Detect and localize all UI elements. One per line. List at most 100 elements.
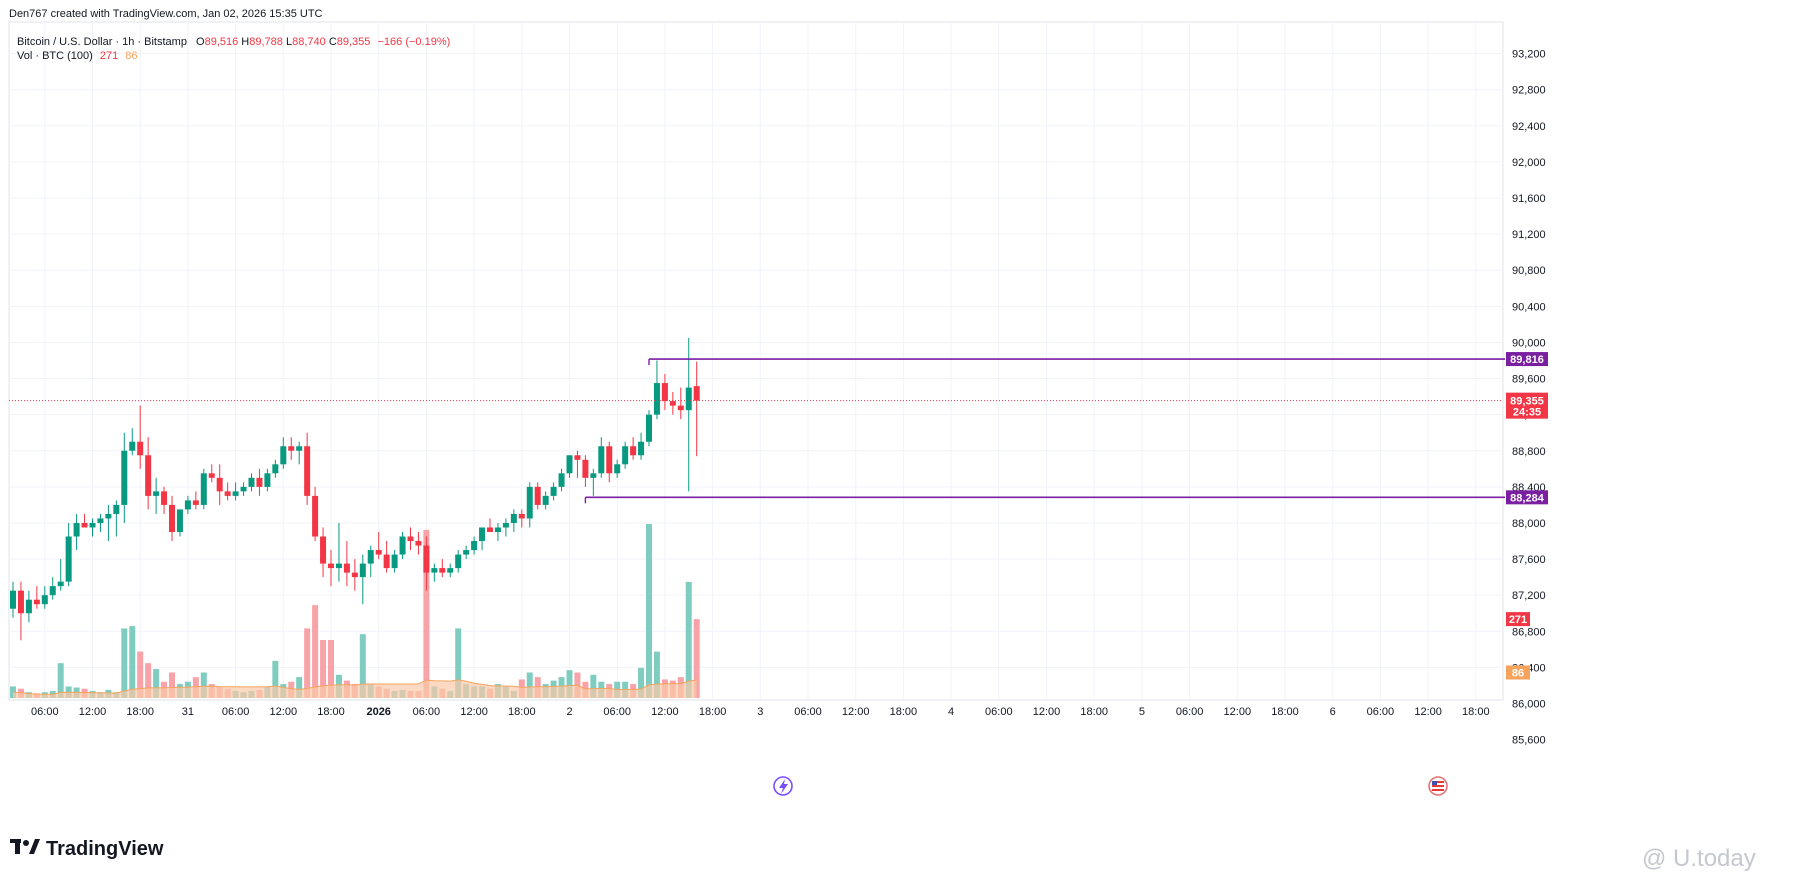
tradingview-logo-text: TradingView: [46, 838, 164, 860]
candle: [224, 482, 231, 501]
candle: [463, 545, 470, 560]
volume-bar: [566, 670, 573, 698]
open-label: O: [196, 36, 205, 48]
candle: [33, 586, 40, 609]
candle: [534, 482, 541, 510]
candle-body: [622, 446, 629, 465]
levels-layer: [9, 358, 1505, 504]
volume-badge: [1506, 665, 1530, 680]
candle-body: [534, 486, 541, 505]
candle-body: [471, 541, 478, 551]
candle-body: [10, 590, 16, 609]
candle: [693, 361, 700, 457]
event-icons[interactable]: [773, 776, 1448, 796]
volume-bar: [145, 663, 152, 698]
candle-body: [161, 491, 168, 505]
candle-body: [57, 581, 64, 587]
candle-body: [176, 509, 183, 532]
volume-row: Vol · BTC (100) 271 86: [17, 49, 450, 63]
candle-body: [264, 473, 271, 487]
candle: [176, 509, 183, 537]
candle: [296, 441, 303, 465]
lightning-event-icon[interactable]: [773, 776, 793, 796]
candle-body: [685, 387, 692, 411]
candle-body: [526, 486, 533, 519]
high-label: H: [241, 36, 250, 48]
candle-body: [415, 541, 422, 546]
x-tick-label: 18:00: [317, 706, 345, 718]
x-tick-label: 12:00: [460, 706, 488, 718]
candle-body: [343, 563, 350, 573]
volume-bar: [638, 667, 645, 698]
volume-bar: [653, 651, 660, 698]
level-badge: [1506, 490, 1548, 505]
candle-body: [669, 401, 676, 406]
candle: [367, 545, 374, 578]
y-tick-label: 85,600: [1512, 735, 1546, 747]
x-tick-label: 4: [948, 706, 954, 718]
volume-bar: [685, 582, 692, 698]
volume-bar: [455, 628, 462, 698]
volume-bar: [200, 672, 207, 698]
volume-bar: [169, 672, 175, 698]
plot-border: [8, 21, 1504, 701]
volume-bar: [320, 640, 327, 698]
chart-legend: Bitcoin / U.S. Dollar · 1h · Bitstamp O8…: [17, 35, 450, 63]
volume-bar: [129, 626, 136, 698]
candle-body: [614, 464, 621, 474]
volume-bar: [272, 660, 279, 698]
candle: [97, 513, 104, 532]
candle-body: [566, 455, 573, 474]
candle-body: [335, 563, 342, 569]
candle: [653, 360, 660, 420]
x-tick-label: 06:00: [31, 706, 59, 718]
level-badge: [1506, 352, 1548, 367]
candle-body: [184, 500, 191, 510]
candle-body: [677, 405, 684, 411]
candle-body: [487, 527, 493, 532]
y-tick-label: 86,800: [1512, 626, 1546, 638]
x-tick-label: 12:00: [842, 706, 870, 718]
candle: [646, 410, 652, 447]
candle-body: [598, 446, 605, 474]
candle-body: [630, 446, 637, 456]
low-value: 88,740: [292, 36, 326, 48]
last-price-badge: [1506, 392, 1548, 419]
x-tick-label: 3: [757, 706, 763, 718]
candle-body: [574, 455, 581, 460]
candle-body: [693, 386, 700, 401]
candle: [638, 432, 645, 460]
candle-body: [89, 522, 96, 528]
candle: [121, 432, 128, 523]
x-tick-label: 18:00: [508, 706, 536, 718]
volume-bar: [296, 677, 303, 698]
candle: [590, 468, 597, 496]
candle-body: [447, 568, 454, 573]
candle: [526, 482, 533, 528]
tradingview-logo[interactable]: TradingView: [10, 838, 163, 861]
x-tick-label: 06:00: [413, 706, 441, 718]
candle: [335, 522, 342, 582]
candle: [343, 541, 350, 587]
candle: [383, 541, 390, 573]
us-flag-event-icon[interactable]: [1428, 776, 1448, 796]
candle-body: [359, 563, 366, 578]
volume-badge-label: 86: [1512, 667, 1524, 679]
volume-value: 271: [99, 50, 119, 62]
candle: [89, 518, 96, 537]
candle-body: [320, 536, 327, 564]
volume-bar: [312, 605, 319, 698]
volume-badge: [1506, 612, 1530, 627]
candle: [145, 437, 152, 510]
candle: [614, 459, 621, 478]
y-tick-label: 90,400: [1512, 301, 1546, 313]
volume-bar: [121, 628, 128, 698]
candle-body: [113, 504, 120, 514]
candle-body: [518, 513, 525, 519]
candle: [200, 468, 207, 510]
x-tick-label: 06:00: [794, 706, 822, 718]
chart-grid: [8, 21, 1504, 701]
candle-body: [312, 495, 319, 537]
y-tick-label: 91,200: [1512, 229, 1546, 241]
